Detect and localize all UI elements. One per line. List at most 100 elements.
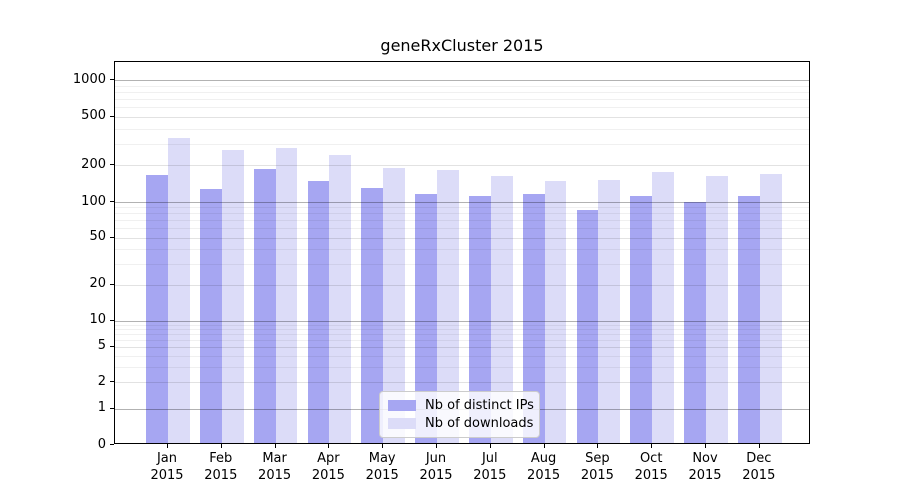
gridline bbox=[115, 334, 809, 336]
x-tick bbox=[651, 444, 653, 448]
legend-item-distinct-ips: Nb of distinct IPs bbox=[388, 397, 539, 413]
bar-downloads-jan bbox=[168, 137, 190, 443]
x-tick-label: Nov 2015 bbox=[688, 451, 722, 483]
y-tick bbox=[110, 444, 114, 445]
bar-distinct-ips-mar bbox=[253, 168, 276, 443]
gridline bbox=[115, 249, 809, 251]
bar-downloads-dec bbox=[759, 174, 782, 443]
y-tick bbox=[110, 319, 114, 321]
gridline bbox=[115, 116, 809, 118]
y-tick-label: 5 bbox=[97, 338, 106, 354]
y-tick bbox=[110, 115, 114, 117]
gridline bbox=[115, 382, 809, 383]
x-tick-label: Jun 2015 bbox=[419, 451, 453, 483]
legend-label-distinct-ips: Nb of distinct IPs bbox=[425, 397, 534, 413]
gridline bbox=[115, 213, 809, 215]
bar-distinct-ips-nov bbox=[684, 202, 706, 443]
y-tick-label: 20 bbox=[89, 276, 106, 292]
y-tick-label: 0 bbox=[97, 436, 106, 452]
x-tick bbox=[167, 444, 168, 448]
gridline bbox=[115, 346, 809, 348]
bar-distinct-ips-may bbox=[361, 187, 384, 443]
gridline bbox=[115, 228, 809, 230]
legend: Nb of distinct IPs Nb of downloads bbox=[379, 391, 540, 438]
gridline bbox=[115, 80, 809, 81]
gridline bbox=[115, 143, 809, 145]
x-tick bbox=[597, 444, 599, 448]
y-tick-label: 10 bbox=[89, 312, 106, 327]
bar-downloads-apr bbox=[329, 155, 352, 443]
y-tick bbox=[110, 345, 114, 347]
gridline bbox=[115, 329, 809, 331]
x-tick-label: Jul 2015 bbox=[473, 451, 507, 483]
gridline bbox=[115, 366, 809, 368]
y-tick bbox=[110, 381, 114, 382]
gridline bbox=[115, 320, 809, 322]
gridline bbox=[115, 324, 809, 326]
gridline bbox=[115, 237, 809, 239]
gridline bbox=[115, 207, 809, 209]
y-tick-label: 1 bbox=[97, 400, 106, 415]
y-tick bbox=[110, 236, 114, 238]
legend-label-downloads: Nb of downloads bbox=[425, 415, 534, 431]
x-tick bbox=[436, 444, 437, 448]
x-tick bbox=[220, 444, 222, 448]
gridline bbox=[115, 355, 809, 357]
x-tick-label: May 2015 bbox=[365, 451, 399, 483]
bar-distinct-ips-feb bbox=[200, 188, 222, 443]
bar-downloads-sep bbox=[598, 180, 621, 443]
x-tick-label: Mar 2015 bbox=[258, 451, 292, 483]
y-tick bbox=[110, 79, 114, 80]
x-tick bbox=[705, 444, 706, 448]
x-tick bbox=[382, 444, 384, 448]
gridline bbox=[115, 220, 809, 222]
x-tick-label: Aug 2015 bbox=[527, 451, 561, 483]
gridline bbox=[115, 98, 809, 100]
legend-swatch-distinct-ips bbox=[388, 400, 416, 411]
bar-downloads-mar bbox=[275, 148, 298, 443]
y-tick-label: 100 bbox=[81, 193, 106, 209]
legend-item-downloads: Nb of downloads bbox=[388, 415, 539, 431]
x-tick-label: Oct 2015 bbox=[634, 451, 668, 483]
bar-downloads-jul bbox=[490, 175, 513, 443]
y-tick bbox=[110, 201, 114, 202]
gridline bbox=[115, 107, 809, 109]
bar-distinct-ips-jun bbox=[415, 193, 437, 443]
gridline bbox=[115, 128, 809, 130]
gridline bbox=[115, 284, 809, 286]
x-tick bbox=[274, 444, 276, 448]
x-tick-label: Dec 2015 bbox=[742, 451, 776, 483]
x-tick bbox=[489, 444, 491, 448]
y-tick-label: 200 bbox=[81, 156, 106, 172]
y-tick bbox=[110, 407, 114, 409]
y-tick bbox=[110, 283, 114, 285]
plot-area bbox=[114, 61, 810, 444]
bar-downloads-nov bbox=[706, 176, 728, 443]
bar-downloads-jun bbox=[437, 169, 459, 443]
gridline bbox=[115, 91, 809, 93]
gridline bbox=[115, 263, 809, 265]
bar-distinct-ips-dec bbox=[738, 196, 760, 443]
gridline bbox=[115, 165, 809, 167]
y-tick-label: 1000 bbox=[72, 71, 106, 87]
bar-downloads-feb bbox=[221, 150, 244, 443]
bar-distinct-ips-jul bbox=[469, 195, 491, 443]
y-tick-label: 500 bbox=[81, 108, 106, 124]
x-tick-label: Apr 2015 bbox=[311, 451, 345, 483]
x-tick-label: Jan 2015 bbox=[150, 451, 184, 483]
bar-distinct-ips-oct bbox=[630, 195, 653, 443]
bar-downloads-may bbox=[383, 167, 405, 443]
x-tick bbox=[543, 444, 545, 448]
bar-distinct-ips-sep bbox=[576, 210, 599, 443]
bar-downloads-oct bbox=[652, 171, 674, 443]
legend-swatch-downloads bbox=[388, 418, 416, 429]
bar-distinct-ips-jan bbox=[146, 175, 168, 443]
bar-distinct-ips-apr bbox=[307, 181, 330, 443]
y-tick bbox=[110, 164, 114, 166]
bar-distinct-ips-aug bbox=[522, 194, 545, 443]
y-tick-label: 2 bbox=[97, 373, 106, 389]
y-tick-label: 50 bbox=[89, 229, 106, 245]
gridline bbox=[115, 85, 809, 87]
chart-title: geneRxCluster 2015 bbox=[380, 36, 544, 55]
